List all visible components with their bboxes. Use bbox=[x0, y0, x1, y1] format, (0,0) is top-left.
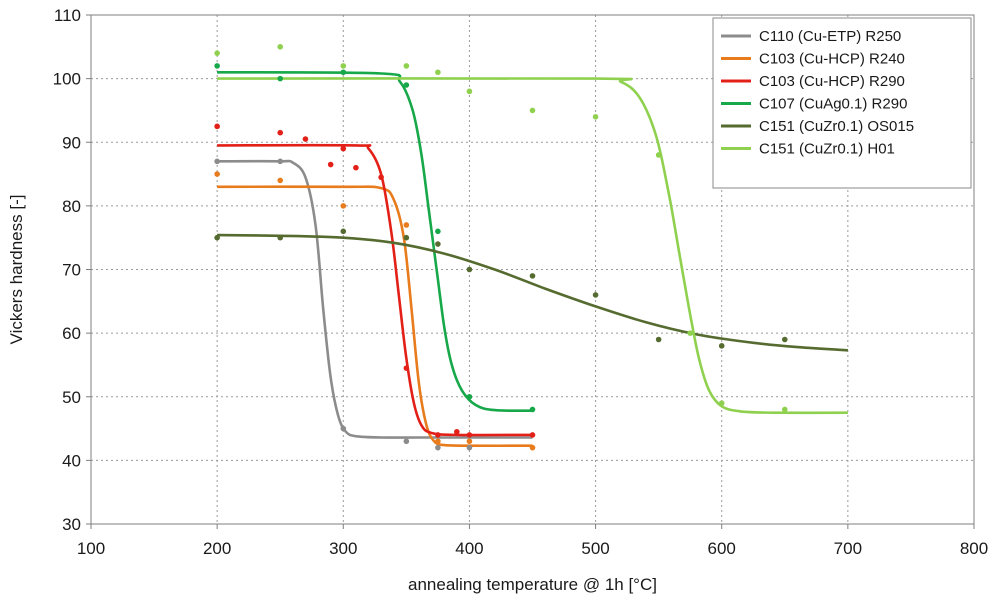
fit-curve-series-5 bbox=[217, 233, 848, 352]
data-point-series-4 bbox=[277, 75, 284, 82]
data-point-series-2 bbox=[466, 438, 473, 445]
data-point-series-6 bbox=[435, 69, 441, 76]
data-point-series-5 bbox=[403, 234, 410, 241]
fit-curves bbox=[217, 71, 848, 448]
legend-label-series-5: C151 (CuZr0.1) OS015 bbox=[759, 118, 914, 135]
data-point-series-4 bbox=[403, 82, 410, 88]
data-point-series-2 bbox=[340, 203, 347, 209]
data-point-series-4 bbox=[214, 63, 220, 69]
y-tick-label: 60 bbox=[62, 324, 81, 343]
data-point-series-3 bbox=[466, 432, 473, 438]
x-tick-label: 700 bbox=[834, 539, 862, 558]
legend-label-series-3: C103 (Cu-HCP) R290 bbox=[759, 73, 905, 90]
y-tick-label: 100 bbox=[53, 70, 81, 89]
data-point-series-4 bbox=[466, 393, 473, 400]
x-tick-labels: 100 200 300 400 500 600 700 800 bbox=[77, 524, 988, 558]
data-point-series-5 bbox=[435, 241, 441, 247]
data-point-series-1 bbox=[466, 444, 473, 451]
x-tick-label: 100 bbox=[77, 539, 105, 558]
legend-label-series-2: C103 (Cu-HCP) R240 bbox=[759, 51, 905, 68]
data-point-series-3 bbox=[214, 123, 220, 130]
legend-label-series-4: C107 (CuAg0.1) R290 bbox=[759, 96, 907, 113]
x-tick-label: 200 bbox=[203, 539, 231, 558]
data-point-series-4 bbox=[340, 69, 347, 76]
data-point-series-4 bbox=[435, 228, 441, 235]
fit-curve-series-3 bbox=[217, 143, 533, 437]
data-point-series-6 bbox=[718, 400, 725, 406]
y-tick-label: 70 bbox=[62, 261, 81, 280]
y-tick-label: 30 bbox=[62, 515, 81, 534]
data-point-series-6 bbox=[340, 63, 347, 69]
gridlines bbox=[91, 15, 974, 524]
x-tick-label: 500 bbox=[581, 539, 609, 558]
x-tick-label: 600 bbox=[708, 539, 736, 558]
y-tick-label: 90 bbox=[62, 133, 81, 152]
data-point-series-6 bbox=[277, 44, 284, 50]
data-point-series-2 bbox=[277, 177, 284, 184]
data-point-series-3 bbox=[327, 161, 334, 168]
data-point-series-6 bbox=[655, 152, 662, 158]
legend-box bbox=[712, 17, 972, 189]
fit-curve-series-1 bbox=[217, 159, 533, 439]
y-tick-label: 80 bbox=[62, 197, 81, 216]
data-point-series-1 bbox=[435, 444, 441, 451]
data-point-series-5 bbox=[592, 292, 599, 298]
data-point-series-6 bbox=[466, 88, 473, 95]
data-point-series-6 bbox=[214, 50, 220, 56]
data-point-series-5 bbox=[214, 234, 220, 241]
data-point-series-1 bbox=[403, 438, 410, 445]
data-point-series-3 bbox=[454, 428, 460, 435]
x-tick-label: 400 bbox=[455, 539, 483, 558]
data-point-series-3 bbox=[277, 129, 284, 136]
data-point-series-3 bbox=[378, 174, 384, 181]
data-point-series-3 bbox=[340, 145, 347, 152]
data-point-series-6 bbox=[529, 107, 536, 114]
data-point-series-5 bbox=[340, 228, 347, 235]
y-tick-labels: 30 40 50 60 70 80 90 100 110 bbox=[53, 6, 91, 534]
data-point-series-1 bbox=[277, 158, 284, 165]
data-point-series-6 bbox=[592, 114, 599, 120]
data-point-series-3 bbox=[353, 164, 359, 171]
data-point-series-3 bbox=[302, 136, 309, 142]
data-point-series-3 bbox=[529, 432, 536, 438]
data-point-series-4 bbox=[529, 406, 536, 413]
data-point-series-5 bbox=[655, 336, 662, 343]
data-point-series-3 bbox=[435, 432, 441, 438]
x-tick-label: 800 bbox=[960, 539, 988, 558]
legend-label-series-6: C151 (CuZr0.1) H01 bbox=[759, 141, 895, 158]
data-point-series-2 bbox=[529, 444, 536, 451]
data-point-series-2 bbox=[435, 438, 441, 445]
data-point-series-1 bbox=[340, 425, 347, 432]
data-point-series-3 bbox=[403, 365, 410, 371]
data-point-series-5 bbox=[718, 343, 725, 349]
data-point-series-2 bbox=[214, 171, 220, 177]
y-tick-label: 110 bbox=[54, 6, 81, 25]
x-tick-label: 300 bbox=[329, 539, 357, 558]
data-point-series-6 bbox=[687, 330, 693, 336]
data-point-series-5 bbox=[277, 234, 284, 241]
data-point-series-6 bbox=[781, 406, 788, 413]
x-axis-title: annealing temperature @ 1h [°C] bbox=[408, 575, 657, 594]
data-point-series-6 bbox=[403, 63, 410, 69]
data-point-series-1 bbox=[214, 158, 220, 165]
y-axis-title: Vickers hardness [-] bbox=[7, 195, 26, 345]
fit-curve-series-4 bbox=[217, 71, 533, 413]
legend-label-series-1: C110 (Cu-ETP) R250 bbox=[759, 28, 901, 45]
data-points bbox=[214, 44, 788, 451]
y-tick-label: 40 bbox=[62, 451, 81, 470]
legend: C110 (Cu-ETP) R250 C103 (Cu-HCP) R240 C103… bbox=[712, 17, 972, 189]
data-point-series-2 bbox=[403, 222, 410, 228]
fit-curve-series-2 bbox=[217, 185, 533, 448]
fit-curve-series-6 bbox=[217, 77, 848, 415]
y-tick-label: 50 bbox=[62, 388, 81, 407]
data-point-series-5 bbox=[466, 266, 473, 273]
data-point-series-5 bbox=[781, 336, 788, 343]
data-point-series-5 bbox=[529, 273, 536, 279]
